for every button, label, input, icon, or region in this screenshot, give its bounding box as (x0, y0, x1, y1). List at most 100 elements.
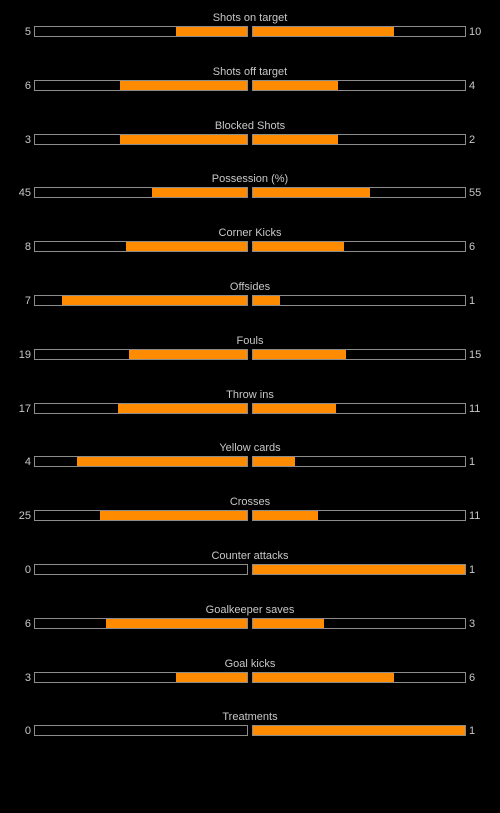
home-bar-fill (176, 673, 247, 682)
away-bar-fill (253, 404, 337, 413)
away-bar-fill (253, 188, 370, 197)
home-value: 4 (24, 456, 31, 468)
stat-row: Goal kicks 3 6 (0, 652, 500, 692)
stat-label: Offsides (229, 281, 271, 293)
away-bar-fill (253, 242, 344, 251)
stat-row: Yellow cards 4 1 (0, 436, 500, 476)
home-bar-fill (125, 242, 247, 251)
home-value: 0 (24, 564, 31, 576)
stat-label: Yellow cards (219, 442, 281, 454)
home-bar-fill (119, 135, 247, 144)
stat-label: Throw ins (226, 389, 274, 401)
home-bar (34, 295, 248, 306)
away-value: 11 (469, 510, 481, 522)
home-bar (34, 564, 248, 575)
away-value: 2 (469, 134, 476, 146)
home-bar-fill (151, 188, 247, 197)
away-bar-fill (253, 565, 465, 574)
away-bar-fill (253, 350, 347, 359)
away-value: 11 (469, 403, 481, 415)
away-value: 6 (469, 241, 476, 253)
home-bar (34, 510, 248, 521)
stat-row: Counter attacks 0 1 (0, 544, 500, 584)
home-value: 7 (24, 295, 31, 307)
stat-row: Blocked Shots 3 2 (0, 114, 500, 154)
away-bar-fill (253, 726, 465, 735)
away-value: 6 (469, 672, 476, 684)
away-value: 10 (469, 26, 482, 38)
away-bar-fill (253, 296, 280, 305)
home-bar-fill (119, 81, 247, 90)
away-bar-fill (253, 457, 296, 466)
away-bar (252, 241, 466, 252)
away-bar (252, 187, 466, 198)
stat-row: Offsides 7 1 (0, 275, 500, 315)
away-value: 1 (469, 295, 476, 307)
away-bar-fill (253, 511, 318, 520)
home-bar (34, 187, 248, 198)
home-bar (34, 403, 248, 414)
away-bar (252, 618, 466, 629)
home-bar-fill (61, 296, 247, 305)
stat-row: Fouls 19 15 (0, 329, 500, 369)
stat-label: Shots off target (212, 66, 288, 78)
away-bar-fill (253, 673, 395, 682)
home-value: 0 (24, 725, 31, 737)
home-bar (34, 672, 248, 683)
stat-row: Goalkeeper saves 6 3 (0, 598, 500, 638)
home-bar-fill (176, 27, 247, 36)
stat-row: Treatments 0 1 (0, 705, 500, 745)
stat-label: Goalkeeper saves (205, 604, 295, 616)
away-bar (252, 80, 466, 91)
away-value: 1 (469, 564, 476, 576)
stat-label: Goal kicks (224, 658, 276, 670)
home-value: 3 (24, 672, 31, 684)
home-bar-fill (77, 457, 247, 466)
home-bar (34, 80, 248, 91)
away-value: 1 (469, 725, 476, 737)
stat-row: Possession (%) 45 55 (0, 167, 500, 207)
stat-label: Possession (%) (211, 173, 289, 185)
home-bar (34, 456, 248, 467)
away-value: 55 (469, 187, 482, 199)
away-bar-fill (253, 135, 338, 144)
away-bar-fill (253, 81, 338, 90)
stat-row: Shots on target 5 10 (0, 6, 500, 46)
home-bar-fill (105, 619, 247, 628)
home-value: 45 (18, 187, 31, 199)
away-bar (252, 349, 466, 360)
away-value: 3 (469, 618, 476, 630)
stat-row: Throw ins 17 11 (0, 383, 500, 423)
stat-label: Crosses (229, 496, 271, 508)
home-bar-fill (128, 350, 247, 359)
stat-row: Corner Kicks 8 6 (0, 221, 500, 261)
home-value: 5 (24, 26, 31, 38)
home-bar (34, 134, 248, 145)
away-bar (252, 295, 466, 306)
stat-row: Shots off target 6 4 (0, 60, 500, 100)
stat-label: Treatments (222, 711, 278, 723)
away-bar-fill (253, 27, 395, 36)
away-value: 4 (469, 80, 476, 92)
away-bar-fill (253, 619, 324, 628)
home-value: 8 (24, 241, 31, 253)
away-bar (252, 403, 466, 414)
away-bar (252, 725, 466, 736)
stat-label: Shots on target (212, 12, 288, 24)
stat-row: Crosses 25 11 (0, 490, 500, 530)
stat-label: Corner Kicks (218, 227, 282, 239)
stat-label: Blocked Shots (214, 120, 286, 132)
stat-label: Fouls (236, 335, 264, 347)
home-value: 17 (18, 403, 31, 415)
away-value: 15 (469, 349, 482, 361)
home-bar-fill (99, 511, 247, 520)
home-bar (34, 241, 248, 252)
away-bar (252, 672, 466, 683)
away-bar (252, 456, 466, 467)
home-bar-fill (118, 404, 247, 413)
away-bar (252, 134, 466, 145)
home-value: 25 (18, 510, 31, 522)
home-bar (34, 618, 248, 629)
home-bar (34, 725, 248, 736)
home-value: 6 (24, 618, 31, 630)
